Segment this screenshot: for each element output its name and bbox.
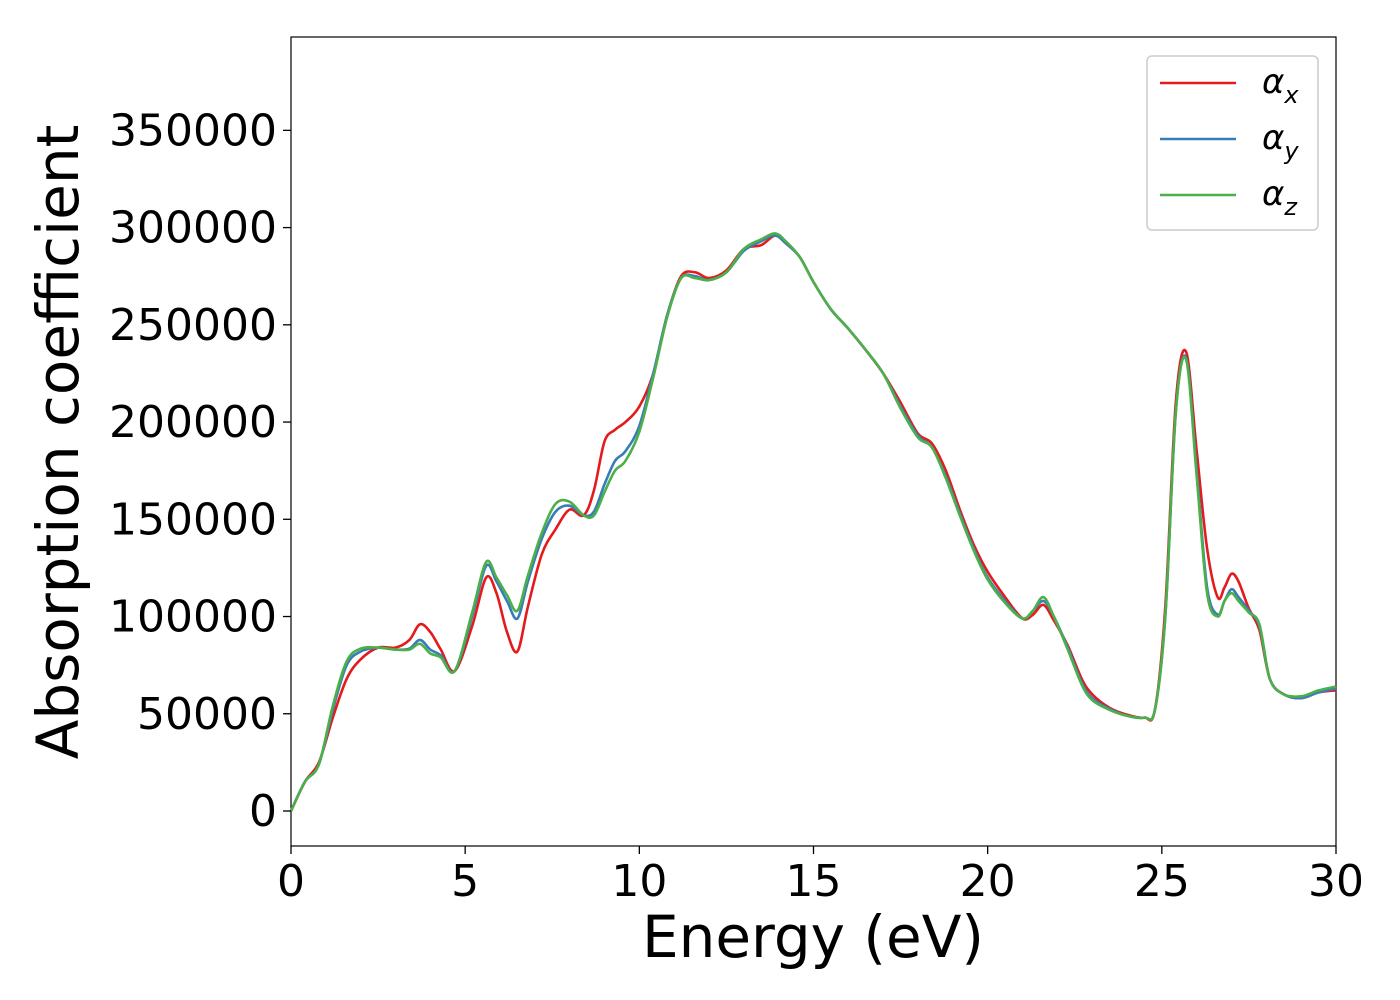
series-line-z (289, 232, 1337, 812)
y-tick-label: 100000 (109, 592, 277, 643)
x-axis-title: Energy (eV) (642, 903, 984, 971)
legend-label-y: αy (1262, 118, 1299, 165)
x-tick-label: 0 (277, 856, 305, 907)
y-tick-label: 300000 (109, 203, 277, 254)
legend-label-x: αx (1262, 62, 1299, 109)
y-tick-label: 350000 (109, 105, 277, 156)
y-tick-label: 150000 (109, 494, 277, 545)
y-ticks: 0 50000 100000 150000 200000 250000 300000 3500… (109, 105, 291, 837)
x-tick-label: 10 (611, 856, 667, 907)
y-tick-label: 200000 (109, 397, 277, 448)
x-tick-label: 20 (960, 856, 1016, 907)
x-tick-label: 5 (451, 856, 479, 907)
y-tick-label: 250000 (109, 300, 277, 351)
y-axis-title: Absorption coefficient (24, 125, 92, 760)
y-tick-label: 50000 (137, 689, 277, 740)
x-tick-label: 30 (1308, 856, 1364, 907)
series-line-x (289, 234, 1337, 812)
series-line-y (289, 234, 1337, 812)
x-tick-label: 15 (786, 856, 842, 907)
legend-frame (1146, 55, 1319, 231)
x-ticks: 0 5 10 15 20 25 30 (277, 846, 1364, 907)
series-layer (289, 232, 1337, 812)
x-tick-label: 25 (1134, 856, 1190, 907)
y-tick-label: 0 (249, 786, 277, 837)
